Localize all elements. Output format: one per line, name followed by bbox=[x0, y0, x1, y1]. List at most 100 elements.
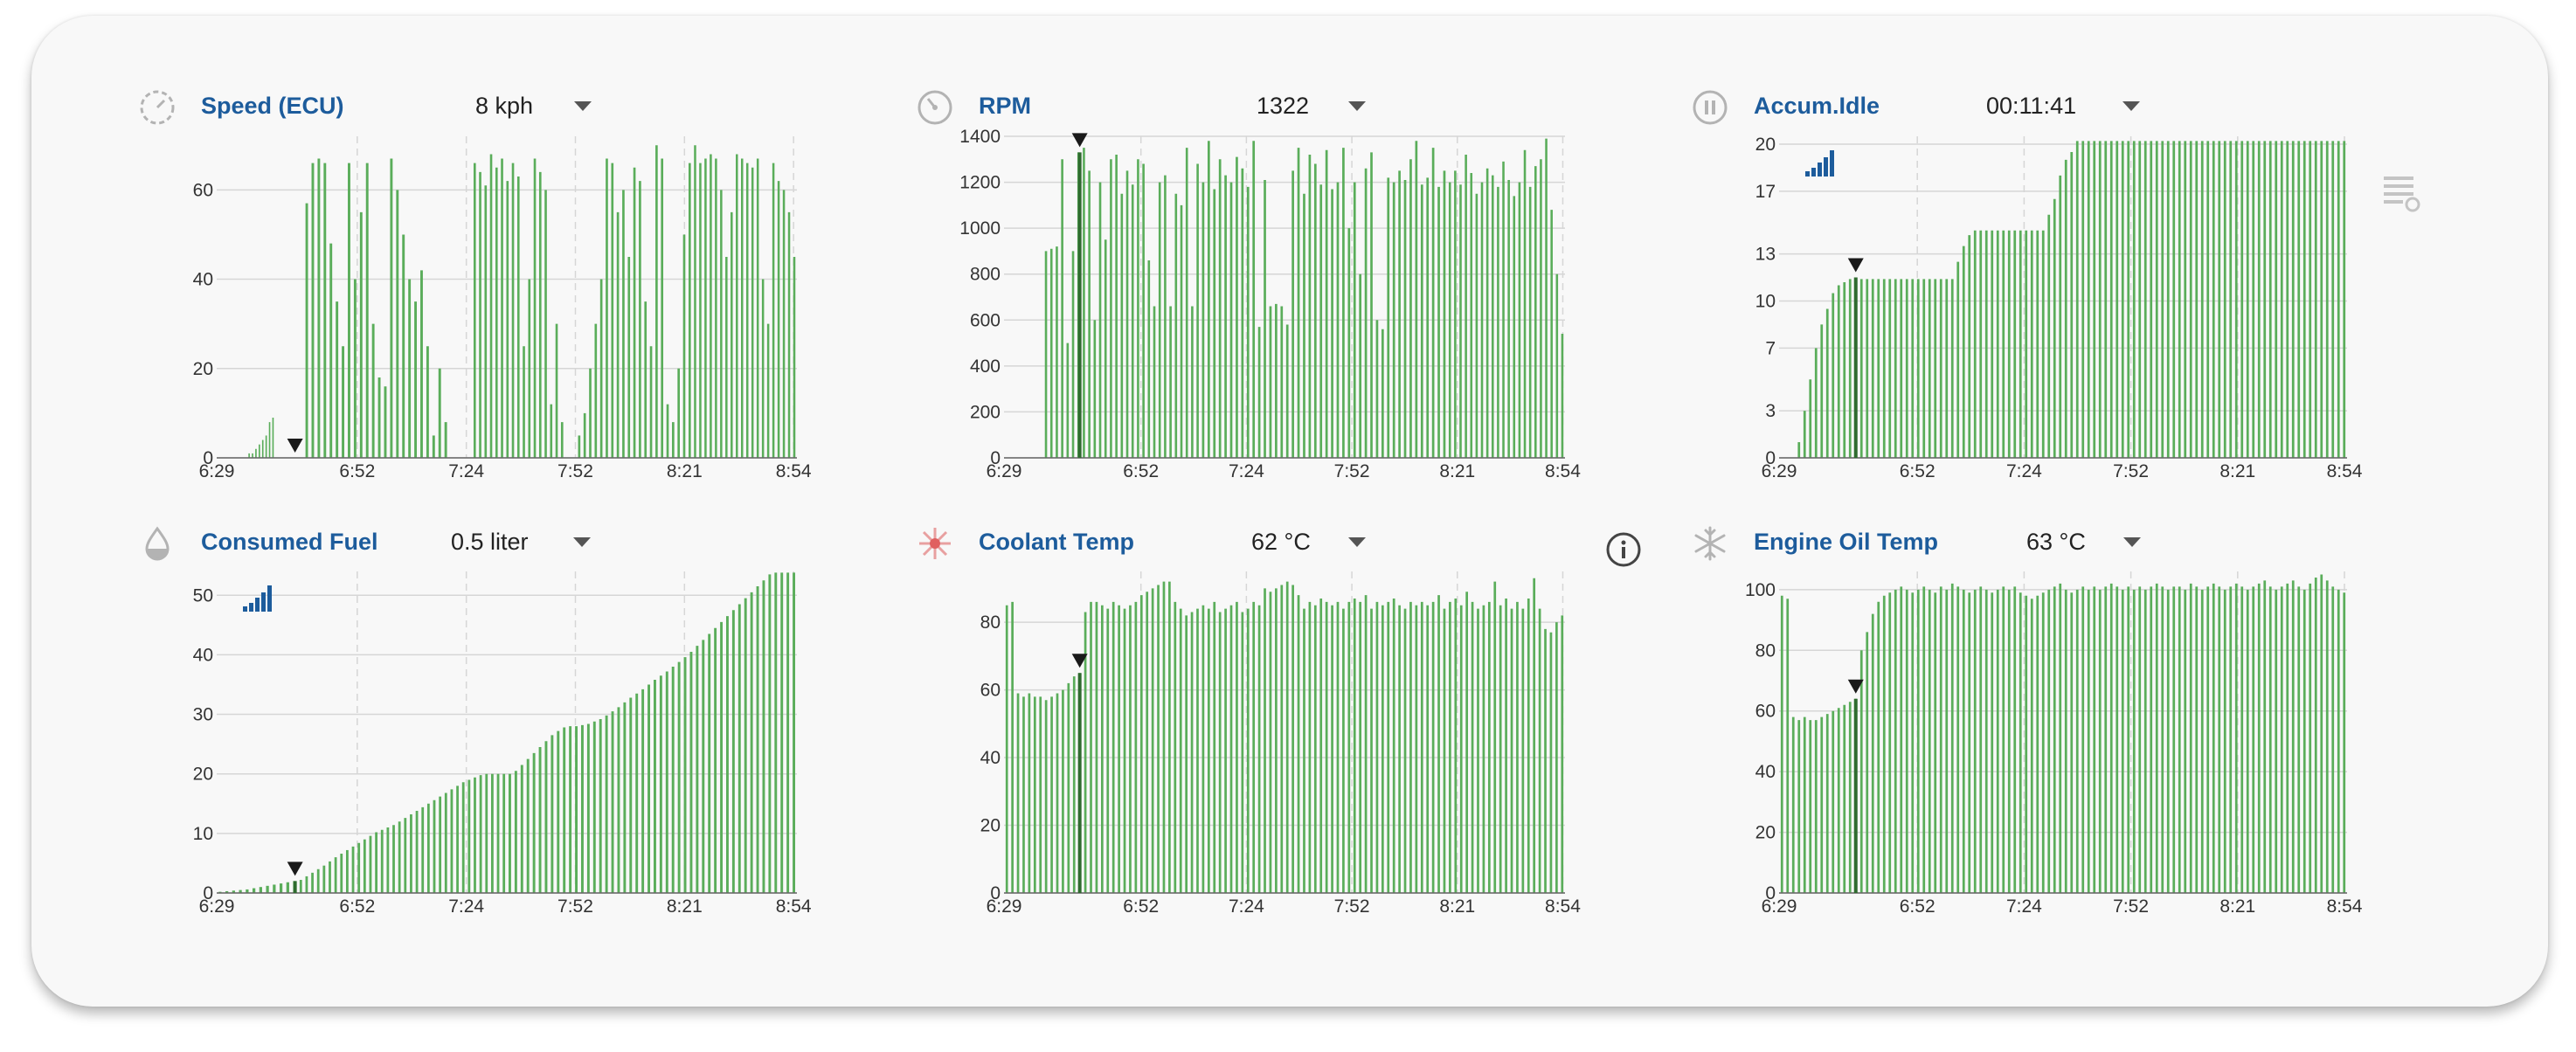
x-tick-label: 7:52 bbox=[557, 896, 593, 917]
x-tick-label: 8:21 bbox=[667, 461, 703, 481]
x-tick-label: 6:29 bbox=[1762, 461, 1797, 481]
x-tick-label: 8:54 bbox=[2327, 896, 2363, 917]
y-tick-label: 60 bbox=[980, 681, 1001, 701]
y-tick-label: 13 bbox=[1755, 245, 1776, 265]
y-tick-label: 17 bbox=[1755, 182, 1776, 202]
chart-svg: 0 20 40 60 6:29 6:52 7:24 7:52 8:21 8:54 bbox=[193, 136, 812, 481]
y-tick-label: 20 bbox=[193, 359, 213, 379]
x-tick-label: 8:54 bbox=[1545, 896, 1581, 917]
info-icon[interactable] bbox=[1604, 530, 1643, 573]
x-tick-label: 7:24 bbox=[2006, 896, 2042, 917]
x-tick-label: 6:29 bbox=[1762, 896, 1797, 917]
y-tick-label: 7 bbox=[1765, 338, 1776, 358]
chart-svg: 0 200 400 600 800 1000 1200 1400 6:29 6:52 7:24 7:5… bbox=[959, 127, 1581, 481]
tachometer-icon bbox=[916, 88, 954, 127]
x-tick-label: 6:29 bbox=[987, 896, 1022, 917]
x-tick-label: 8:21 bbox=[667, 896, 703, 917]
y-tick-label: 30 bbox=[193, 705, 213, 725]
y-tick-label: 0 bbox=[990, 883, 1001, 903]
speed-chart: 0 20 40 60 6:29 6:52 7:24 7:52 8:21 8:54 bbox=[193, 131, 812, 489]
signal-strength-icon bbox=[1805, 150, 1834, 176]
x-tick-label: 7:52 bbox=[557, 461, 593, 481]
cursor-marker bbox=[1847, 258, 1864, 273]
signal-bar bbox=[1811, 168, 1816, 176]
x-tick-label: 6:29 bbox=[987, 461, 1022, 481]
widget-value: 62 °C bbox=[1251, 529, 1311, 555]
y-tick-label: 60 bbox=[1755, 702, 1776, 722]
x-tick-label: 7:52 bbox=[2113, 896, 2149, 917]
chart-svg: 0 20 40 60 80 6:29 6:52 7:24 7:52 8:21 8:54 bbox=[980, 571, 1581, 917]
x-tick-label: 7:52 bbox=[1334, 896, 1370, 917]
value-dropdown-button[interactable] bbox=[2116, 95, 2146, 116]
signal-bar bbox=[255, 598, 260, 612]
y-tick-label: 0 bbox=[1765, 883, 1776, 903]
y-tick-label: 20 bbox=[980, 816, 1001, 836]
y-tick-label: 0 bbox=[203, 883, 213, 903]
y-tick-label: 50 bbox=[193, 585, 213, 606]
x-tick-label: 7:24 bbox=[2006, 461, 2042, 481]
y-tick-label: 40 bbox=[1755, 762, 1776, 782]
signal-bar bbox=[1830, 150, 1834, 176]
coolant-icon bbox=[916, 524, 954, 563]
signal-bar bbox=[1805, 171, 1810, 176]
signal-bar bbox=[249, 603, 253, 612]
x-tick-label: 8:21 bbox=[1439, 896, 1475, 917]
x-tick-label: 8:54 bbox=[1545, 461, 1581, 481]
accum-idle-chart: 0 3 7 10 13 17 20 6:29 6:52 7:24 7:52 8:21 8:54 bbox=[1755, 131, 2363, 489]
cursor-marker bbox=[287, 862, 303, 876]
widget-title: RPM bbox=[979, 93, 1031, 119]
cursor-marker bbox=[1071, 133, 1088, 148]
x-tick-label: 6:29 bbox=[199, 461, 235, 481]
y-tick-label: 40 bbox=[193, 270, 213, 290]
y-tick-label: 40 bbox=[980, 748, 1001, 768]
widget-title: Coolant Temp bbox=[979, 529, 1134, 555]
x-tick-label: 7:24 bbox=[1229, 896, 1264, 917]
x-tick-label: 6:52 bbox=[1900, 461, 1935, 481]
signal-bar bbox=[1824, 157, 1828, 176]
x-tick-label: 7:24 bbox=[1229, 461, 1264, 481]
y-tick-label: 80 bbox=[980, 613, 1001, 633]
y-tick-label: 80 bbox=[1755, 640, 1776, 661]
y-tick-label: 20 bbox=[193, 765, 213, 785]
value-dropdown-button[interactable] bbox=[1342, 95, 1372, 116]
x-tick-label: 8:54 bbox=[776, 461, 812, 481]
y-tick-label: 10 bbox=[1755, 291, 1776, 311]
widget-header-consumed-fuel: Consumed Fuel 0.5 liter bbox=[138, 522, 627, 565]
speedometer-icon bbox=[138, 88, 177, 127]
widget-title: Engine Oil Temp bbox=[1754, 529, 1939, 555]
x-tick-label: 8:54 bbox=[776, 896, 812, 917]
cursor-marker bbox=[287, 439, 303, 453]
y-tick-label: 1000 bbox=[959, 218, 1001, 239]
signal-bar bbox=[1818, 163, 1822, 176]
pause-icon bbox=[1691, 88, 1729, 127]
y-tick-label: 0 bbox=[203, 448, 213, 468]
y-tick-label: 20 bbox=[1755, 823, 1776, 843]
y-tick-label: 3 bbox=[1765, 401, 1776, 421]
chart-svg: 0 3 7 10 13 17 20 6:29 6:52 7:24 7:52 8:21 8:54 bbox=[1755, 135, 2363, 481]
widget-value: 00:11:41 bbox=[1986, 93, 2077, 119]
engine-oil-temp-chart: 0 20 40 60 80 100 6:29 6:52 7:24 7:52 8:21 8:54 bbox=[1745, 566, 2363, 924]
chart-svg: 0 10 20 30 40 50 6:29 6:52 7:24 7:52 8:21 8:54 bbox=[193, 571, 812, 917]
x-tick-label: 6:29 bbox=[199, 896, 235, 917]
value-dropdown-button[interactable] bbox=[567, 531, 597, 552]
value-dropdown-button[interactable] bbox=[2117, 531, 2147, 552]
value-dropdown-button[interactable] bbox=[1342, 531, 1372, 552]
value-dropdown-button[interactable] bbox=[568, 95, 598, 116]
y-tick-label: 1200 bbox=[959, 173, 1001, 193]
widget-title: Accum.Idle bbox=[1754, 93, 1880, 119]
widget-header-rpm: RPM 1322 bbox=[916, 86, 1405, 129]
y-tick-label: 10 bbox=[193, 824, 213, 844]
y-tick-label: 800 bbox=[970, 265, 1001, 285]
signal-strength-icon bbox=[243, 585, 272, 612]
cursor-marker bbox=[1071, 654, 1088, 668]
widget-header-speed: Speed (ECU) 8 kph bbox=[138, 86, 627, 129]
list-settings-icon[interactable] bbox=[2380, 171, 2424, 219]
widget-header-coolant-temp: Coolant Temp 62 °C bbox=[916, 522, 1405, 565]
y-tick-label: 400 bbox=[970, 356, 1001, 377]
y-tick-label: 1400 bbox=[959, 127, 1001, 147]
cursor-marker bbox=[1847, 679, 1864, 694]
x-tick-label: 7:52 bbox=[2113, 461, 2149, 481]
widget-value: 8 kph bbox=[475, 93, 534, 119]
signal-bar bbox=[267, 585, 272, 612]
signal-bar bbox=[243, 606, 247, 612]
